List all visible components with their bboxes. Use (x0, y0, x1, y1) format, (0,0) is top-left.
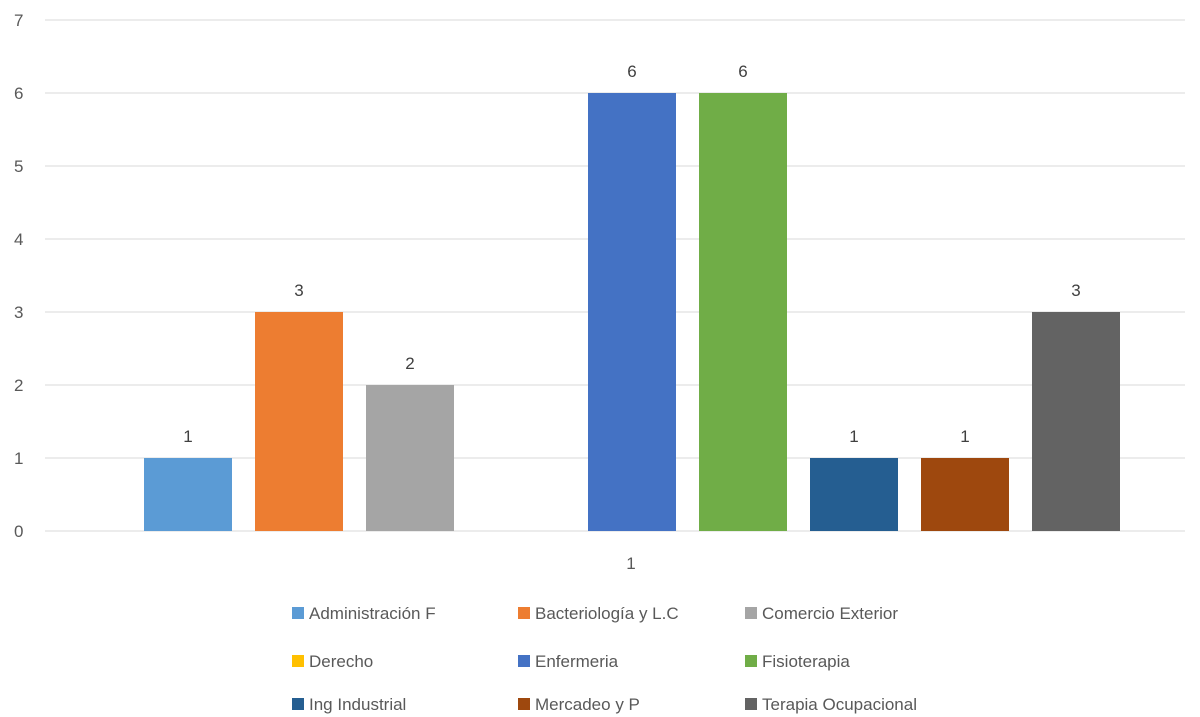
legend-swatch (292, 698, 304, 710)
bar-mercadeo-y-p (921, 458, 1009, 531)
data-label: 3 (1071, 281, 1080, 300)
legend-item: Terapia Ocupacional (745, 695, 917, 714)
data-label: 1 (183, 427, 192, 446)
legend-item: Mercadeo y P (518, 695, 640, 714)
legend: Administración F Bacteriología y L.C Comer… (292, 604, 917, 714)
bar-comercio-exterior (366, 385, 454, 531)
legend-item: Comercio Exterior (745, 604, 898, 623)
bar-ing-industrial (810, 458, 898, 531)
legend-label: Derecho (309, 652, 373, 671)
legend-label: Terapia Ocupacional (762, 695, 917, 714)
data-label: 3 (294, 281, 303, 300)
legend-label: Comercio Exterior (762, 604, 898, 623)
data-label: 6 (738, 62, 747, 81)
bars (144, 93, 1120, 531)
legend-swatch (518, 698, 530, 710)
data-label: 6 (627, 62, 636, 81)
bar-fisioterapia (699, 93, 787, 531)
legend-item: Fisioterapia (745, 652, 850, 671)
y-tick-label: 2 (14, 376, 23, 395)
legend-swatch (745, 655, 757, 667)
y-tick-label: 5 (14, 157, 23, 176)
legend-swatch (292, 607, 304, 619)
legend-item: Administración F (292, 604, 436, 623)
bar-administraci-n-f (144, 458, 232, 531)
bar-enfermeria (588, 93, 676, 531)
legend-swatch (518, 655, 530, 667)
legend-item: Derecho (292, 652, 373, 671)
bar-terapia-ocupacional (1032, 312, 1120, 531)
bar-bacteriolog-a-y-l-c (255, 312, 343, 531)
legend-label: Ing Industrial (309, 695, 406, 714)
x-axis: 1 (626, 554, 635, 573)
y-tick-label: 7 (14, 11, 23, 30)
data-label: 2 (405, 354, 414, 373)
legend-label: Mercadeo y P (535, 695, 640, 714)
legend-label: Fisioterapia (762, 652, 850, 671)
legend-label: Bacteriología y L.C (535, 604, 679, 623)
x-tick-label: 1 (626, 554, 635, 573)
legend-item: Enfermeria (518, 652, 619, 671)
data-label: 1 (849, 427, 858, 446)
legend-label: Enfermeria (535, 652, 619, 671)
y-tick-label: 0 (14, 522, 23, 541)
legend-item: Bacteriología y L.C (518, 604, 679, 623)
y-tick-label: 3 (14, 303, 23, 322)
legend-swatch (292, 655, 304, 667)
data-label: 1 (960, 427, 969, 446)
y-tick-label: 6 (14, 84, 23, 103)
legend-swatch (745, 607, 757, 619)
y-tick-label: 4 (14, 230, 23, 249)
legend-swatch (745, 698, 757, 710)
data-labels: 1 3 2 6 6 1 1 3 (183, 62, 1080, 446)
legend-label: Administración F (309, 604, 436, 623)
legend-item: Ing Industrial (292, 695, 406, 714)
y-tick-label: 1 (14, 449, 23, 468)
y-axis-tick-labels: 0 1 2 3 4 5 6 7 (14, 11, 23, 541)
legend-swatch (518, 607, 530, 619)
